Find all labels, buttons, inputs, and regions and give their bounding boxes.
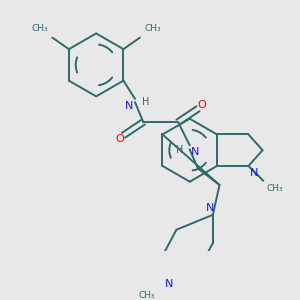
Text: O: O <box>115 134 124 144</box>
Text: N: N <box>206 203 214 213</box>
Text: H: H <box>176 145 183 155</box>
Text: CH₃: CH₃ <box>138 291 155 300</box>
Text: CH₃: CH₃ <box>267 184 283 193</box>
Text: O: O <box>198 100 206 110</box>
Text: N: N <box>125 100 134 110</box>
Text: N: N <box>165 279 173 290</box>
Text: CH₃: CH₃ <box>144 24 161 33</box>
Text: H: H <box>142 97 149 107</box>
Text: CH₃: CH₃ <box>32 24 48 33</box>
Text: N: N <box>250 168 259 178</box>
Text: N: N <box>191 147 200 157</box>
